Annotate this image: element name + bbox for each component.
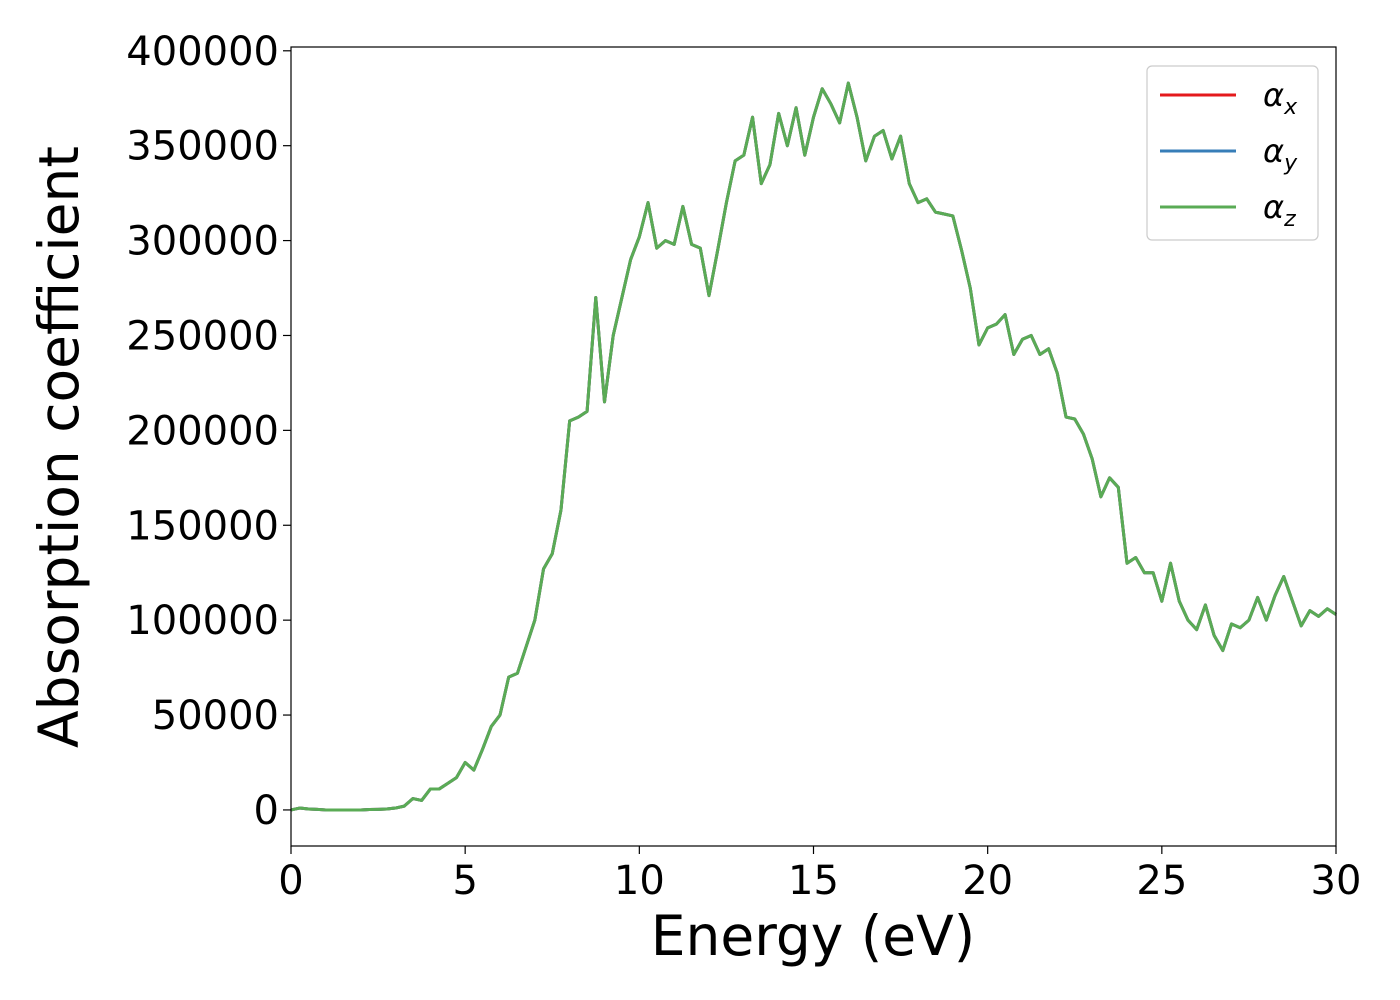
y-tick-label: 200000 [126,408,279,454]
x-tick-label: 0 [278,858,303,904]
x-tick-label: 25 [1136,858,1187,904]
y-tick-label: 350000 [126,124,279,170]
y-tick-label: 300000 [126,219,279,265]
legend-label: αx [1263,76,1298,120]
y-tick-label: 0 [254,788,279,834]
x-tick-label: 10 [614,858,665,904]
legend-box [1146,65,1319,241]
y-tick-label: 100000 [126,598,279,644]
x-tick-label: 15 [788,858,839,904]
y-tick-label: 250000 [126,313,279,359]
plot-frame [290,46,1337,847]
x-axis-label: Energy (eV) [651,904,975,968]
x-tick-label: 20 [962,858,1013,904]
data-line [290,81,1337,812]
y-tick-label: 400000 [126,29,279,75]
x-tick-label: 30 [1311,858,1362,904]
legend-label: αz [1263,188,1296,232]
y-tick-label: 50000 [152,693,279,739]
y-tick-label: 150000 [126,503,279,549]
y-axis-label: Absorption coefficient [27,146,91,748]
x-tick-label: 5 [452,858,477,904]
legend-label: αy [1263,132,1298,176]
